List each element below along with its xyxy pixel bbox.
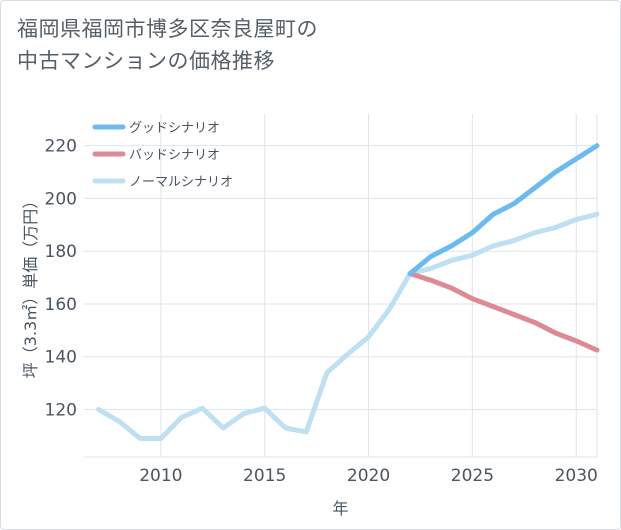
good-scenario-line — [407, 143, 600, 277]
x-tick-label: 2010 — [139, 466, 182, 486]
legend-good-label: グッドシナリオ — [129, 121, 220, 136]
chart-title-line-1: 福岡県福岡市博多区奈良屋町の — [17, 17, 318, 41]
normal-scenario-line — [96, 211, 600, 441]
chart-title: 福岡県福岡市博多区奈良屋町の 中古マンションの価格推移 — [17, 13, 318, 77]
x-axis-ticks: 2010 2015 2020 2025 2030 — [139, 466, 598, 486]
legend-normal-label: ノーマルシナリオ — [129, 175, 233, 190]
y-tick-label: 160 — [45, 295, 77, 315]
y-tick-label: 180 — [45, 242, 77, 262]
bad-scenario-line — [407, 271, 600, 353]
y-gridlines — [84, 145, 597, 458]
y-tick-label: 220 — [45, 137, 77, 157]
chart-title-line-2: 中古マンションの価格推移 — [17, 49, 275, 73]
legend-bad-label: バッドシナリオ — [129, 148, 220, 163]
x-axis-label: 年 — [332, 499, 348, 518]
y-tick-label: 200 — [45, 189, 77, 209]
x-gridlines — [160, 114, 598, 457]
series-lines — [96, 143, 600, 441]
y-axis-label: 坪（3.3㎡）単価（万円） — [21, 193, 40, 378]
x-tick-label: 2025 — [451, 466, 494, 486]
x-tick-label: 2015 — [243, 466, 286, 486]
x-tick-label: 2020 — [347, 466, 390, 486]
y-axis-ticks: 120 140 160 180 200 220 — [45, 137, 77, 421]
x-tick-label: 2030 — [555, 466, 598, 486]
y-tick-label: 140 — [45, 348, 77, 368]
y-tick-label: 120 — [45, 401, 77, 421]
